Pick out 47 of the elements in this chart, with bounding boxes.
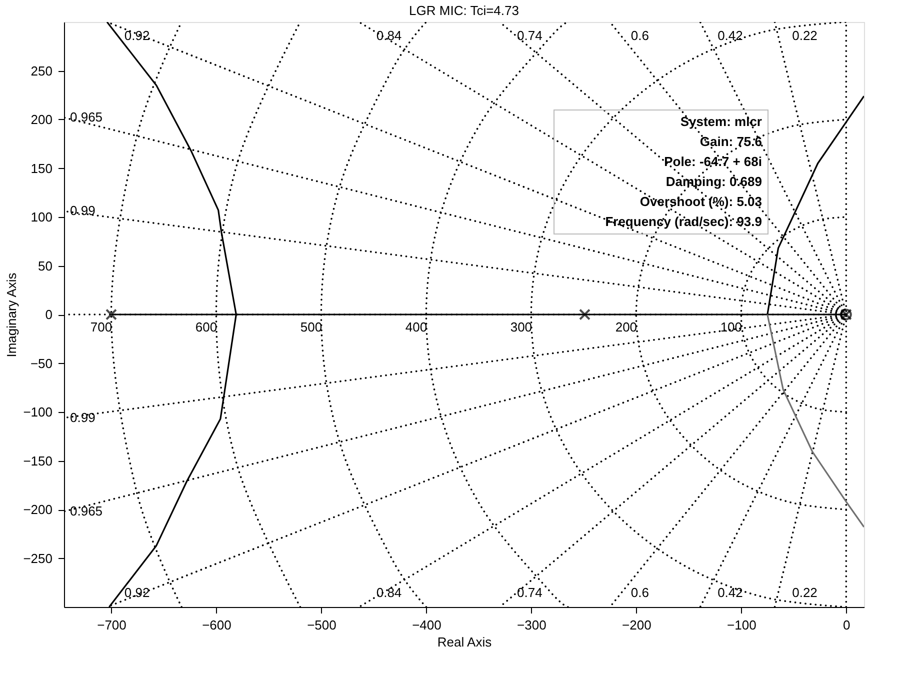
annotation: 0.74 bbox=[517, 585, 542, 600]
annotation: Pole: -64.7 + 68i bbox=[664, 154, 762, 169]
annotation: 400 bbox=[405, 320, 428, 334]
y-tick-label: 100 bbox=[30, 210, 52, 224]
annotation: 500 bbox=[300, 320, 322, 334]
annotation: 0.6 bbox=[630, 28, 649, 43]
x-tick-label: −300 bbox=[517, 618, 546, 632]
annotation: 100 bbox=[720, 320, 742, 334]
annotation: 700 bbox=[90, 320, 112, 334]
y-tick-label: −50 bbox=[30, 356, 52, 371]
annotation: 0.74 bbox=[517, 28, 542, 43]
y-axis-title: Imaginary Axis bbox=[4, 272, 20, 358]
annotation: 0.42 bbox=[718, 28, 743, 43]
y-tick-label: 150 bbox=[30, 160, 52, 176]
y-tick-label: −150 bbox=[23, 453, 52, 468]
annotation: Overshoot (%): 5.03 bbox=[640, 194, 762, 209]
x-tick-label: −400 bbox=[412, 618, 442, 632]
annotation: 0.965 bbox=[70, 110, 103, 125]
annotation: 600 bbox=[195, 320, 218, 334]
x-tick-label: −500 bbox=[307, 618, 336, 632]
y-tick-label: 0 bbox=[45, 307, 52, 322]
annotation: 0.22 bbox=[792, 585, 818, 600]
annotation: 0.6 bbox=[630, 585, 649, 600]
x-tick-label: −600 bbox=[202, 618, 232, 632]
y-tick-label: −250 bbox=[23, 550, 52, 566]
annotation: 0.84 bbox=[376, 28, 402, 43]
y-tick-label: 250 bbox=[30, 63, 52, 78]
x-tick-label: −700 bbox=[97, 618, 126, 632]
annotation: 0.99 bbox=[70, 203, 96, 218]
x-tick-label: 0 bbox=[843, 618, 850, 632]
annotation: 0.965 bbox=[70, 503, 103, 518]
annotation: 0.42 bbox=[718, 585, 743, 600]
annotation: 0.99 bbox=[70, 410, 96, 425]
y-tick-label: −200 bbox=[23, 502, 52, 517]
y-tick-label: 200 bbox=[30, 112, 52, 127]
annotation: 0.22 bbox=[792, 28, 818, 43]
y-tick-label: 50 bbox=[38, 258, 52, 274]
x-axis-title: Real Axis bbox=[437, 634, 492, 650]
annotation: System: mlcr bbox=[680, 114, 762, 129]
annotation: 300 bbox=[510, 320, 532, 334]
chart-title: LGR MIC: Tci=4.73 bbox=[409, 3, 519, 18]
annotation: 0.84 bbox=[376, 585, 402, 600]
annotation: Damping: 0.689 bbox=[666, 174, 762, 189]
x-tick-label: −200 bbox=[622, 618, 652, 632]
annotation: 200 bbox=[615, 320, 638, 334]
x-tick-label: −100 bbox=[727, 618, 756, 632]
y-tick-label: −100 bbox=[23, 404, 52, 420]
